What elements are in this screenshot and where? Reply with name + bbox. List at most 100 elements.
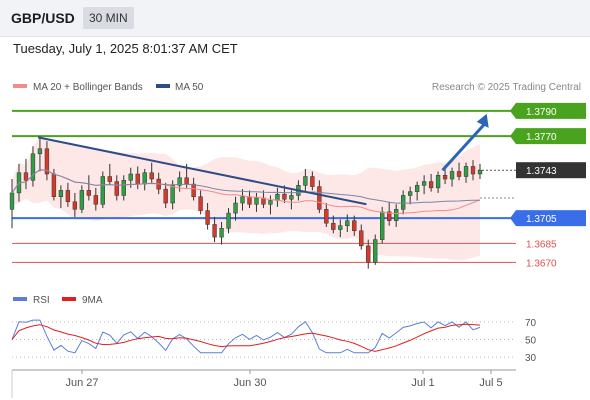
candle-body xyxy=(414,185,420,192)
candle-body xyxy=(463,166,469,177)
candle-body xyxy=(387,211,392,221)
copyright-label: Research © 2025 Trading Central xyxy=(432,82,581,93)
candle-body xyxy=(44,148,50,175)
candle-body xyxy=(233,202,238,214)
candle-body xyxy=(449,171,455,180)
candle-body xyxy=(247,196,252,205)
resistance-tag-arrow xyxy=(510,128,516,145)
ma9-legend-swatch xyxy=(62,297,76,301)
candle-body xyxy=(149,172,154,180)
current-price-value: 1.3743 xyxy=(526,166,557,177)
candle-body xyxy=(79,190,85,210)
candle-body xyxy=(289,195,294,200)
datetime-label: Tuesday, July 1, 2025 8:01:37 AM CET xyxy=(13,41,238,56)
pivot-tag xyxy=(516,210,586,227)
candle-body xyxy=(128,173,133,181)
bollinger-legend-label: MA 20 + Bollinger Bands xyxy=(33,82,143,93)
moving-averages xyxy=(11,169,481,215)
price-level-labels: 1.3790 1.3770 1.3743 1.3705 1.3685 1.3670 xyxy=(510,102,586,269)
ma50-legend-label: MA 50 xyxy=(175,82,204,93)
candle-body xyxy=(163,188,168,204)
candle-body xyxy=(205,210,210,225)
resistance-tag xyxy=(516,128,586,145)
candle-body xyxy=(331,222,336,230)
candle-body xyxy=(177,177,182,186)
rsi-ma9-line xyxy=(11,323,481,352)
rsi-legend-label: RSI xyxy=(33,295,50,306)
candle-body xyxy=(435,174,441,189)
symbol-title: GBP/USD xyxy=(11,10,75,26)
candle-body xyxy=(407,191,413,196)
rsi-line xyxy=(11,319,481,354)
current-price-tag xyxy=(516,162,586,179)
candle-body xyxy=(114,181,119,196)
candle-body xyxy=(51,173,57,197)
candle-body xyxy=(373,239,378,263)
candle-body xyxy=(324,209,329,224)
ma50-legend-swatch xyxy=(156,84,170,88)
candle-body xyxy=(135,173,140,185)
support-value: 1.3685 xyxy=(526,239,557,250)
trendline xyxy=(37,113,489,206)
candle-body xyxy=(366,245,371,263)
candle-body xyxy=(428,181,434,189)
candle-body xyxy=(30,153,36,181)
ma50-line xyxy=(11,169,480,204)
resistance-value: 1.3790 xyxy=(526,107,557,118)
candle-body xyxy=(421,181,427,186)
bollinger-fill xyxy=(12,136,480,261)
pivot-value: 1.3705 xyxy=(526,214,557,225)
rsi-legend-swatch xyxy=(13,297,27,301)
candle-body xyxy=(268,200,273,205)
rsi-axis-label: 50 xyxy=(525,336,537,347)
candle-body xyxy=(352,220,357,232)
candle-body xyxy=(212,224,217,238)
candle-body xyxy=(37,148,43,155)
candle-body xyxy=(191,183,196,197)
timeframe-badge[interactable]: 30 MIN xyxy=(83,7,134,29)
rsi-axis-label: 30 xyxy=(525,353,537,364)
candle-body xyxy=(240,196,245,204)
time-axis: Jun 27 Jun 30 Jul 1 Jul 5 xyxy=(11,369,516,398)
candle-body xyxy=(303,176,308,186)
time-tick-label: Jun 27 xyxy=(65,377,98,389)
forecast-arrow-shaft xyxy=(441,122,486,172)
candle-body xyxy=(65,190,71,203)
candle-body xyxy=(442,174,448,180)
time-tick-label: Jun 30 xyxy=(233,377,266,389)
support-value: 1.3670 xyxy=(526,258,557,269)
candle-body xyxy=(170,185,175,204)
candle-body xyxy=(23,172,29,181)
candle-body xyxy=(282,193,287,200)
resistance-tag-arrow xyxy=(510,102,516,119)
candle-body xyxy=(470,166,476,175)
ma9-legend-label: 9MA xyxy=(82,295,103,306)
rsi-panel: 70 50 30 xyxy=(11,318,537,364)
pivot-tag-arrow xyxy=(510,210,516,227)
candle-body xyxy=(86,190,92,196)
candle-body xyxy=(400,195,406,210)
candle-body xyxy=(338,225,343,230)
candle-body xyxy=(226,212,231,229)
candle-body xyxy=(477,169,483,175)
candle-body xyxy=(184,177,189,185)
candle-body xyxy=(380,211,385,240)
candle-body xyxy=(142,172,147,185)
candle-body xyxy=(219,228,224,238)
candle-body xyxy=(317,186,322,210)
candle-body xyxy=(121,180,126,196)
candle-body xyxy=(100,176,105,205)
time-tick-label: Jul 1 xyxy=(411,377,434,389)
candle-body xyxy=(198,196,203,211)
forecast-arrow-head xyxy=(476,113,489,128)
resistance-value: 1.3770 xyxy=(526,132,557,143)
candle-body xyxy=(9,192,15,210)
candle-body xyxy=(345,220,350,226)
candles xyxy=(9,136,483,269)
resistance-tag xyxy=(516,102,586,119)
rsi-axis-label: 70 xyxy=(525,318,537,329)
resistance-trendline xyxy=(37,136,367,206)
candle-body xyxy=(359,230,364,247)
candle-body xyxy=(72,201,78,210)
